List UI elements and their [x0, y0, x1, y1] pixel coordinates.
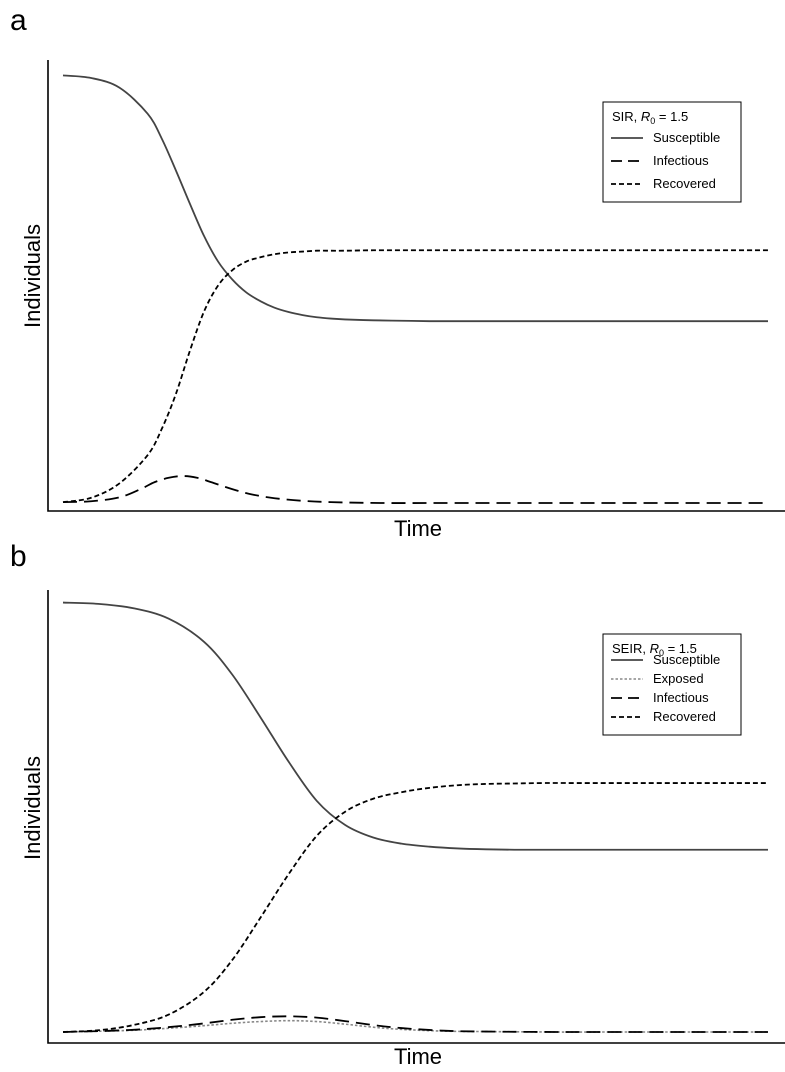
panel-b-legend-title: SEIR, R0 = 1.5: [612, 641, 697, 658]
panel-b-legend-label-recovered: Recovered: [653, 709, 716, 724]
panel-a-x-axis-title: Time: [394, 516, 442, 541]
chart-panel-b: b Time Individuals SEIR, R0 = 1.5Susceptibl…: [10, 540, 785, 1069]
panel-b-legend-label-infectious: Infectious: [653, 690, 709, 705]
panel-a-series-line-recovered: [62, 249, 768, 504]
chart-panel-a: a Time Individuals SIR, R0 = 1.5 Susceptible…: [10, 4, 785, 541]
panel-b-axes: [47, 590, 785, 1044]
panel-a-legend-label-recovered: Recovered: [653, 176, 716, 191]
panel-b-label: b: [10, 540, 27, 573]
panel-b-series-line-infectious: [62, 1015, 768, 1033]
panel-b-series-line-susceptible: [62, 601, 768, 851]
panel-b-y-axis-title: Individuals: [20, 756, 45, 860]
panel-a-legend-title: SIR, R0 = 1.5: [612, 109, 688, 126]
panel-b-x-axis-title: Time: [394, 1044, 442, 1069]
panel-a-legend-box: [602, 101, 742, 203]
panel-a-legend: SIR, R0 = 1.5 Susceptible Infectious Recove…: [602, 101, 742, 203]
panel-b-legend-label-susceptible: Susceptible: [653, 652, 720, 667]
panel-a-axes: [47, 60, 785, 512]
panel-b-series-line-exposed: [62, 1019, 768, 1033]
panel-a-legend-label-infectious: Infectious: [653, 153, 709, 168]
panel-a-series-line-infectious: [62, 475, 768, 504]
panel-a-series-line-susceptible: [62, 74, 768, 323]
panel-b-legend-box: [602, 633, 742, 736]
panel-b-legend-label-exposed: Exposed: [653, 671, 704, 686]
panel-a-y-axis-title: Individuals: [20, 224, 45, 328]
panel-b-series-line-recovered: [62, 782, 768, 1033]
panel-a-legend-label-susceptible: Susceptible: [653, 130, 720, 145]
panel-a-label: a: [10, 4, 27, 37]
